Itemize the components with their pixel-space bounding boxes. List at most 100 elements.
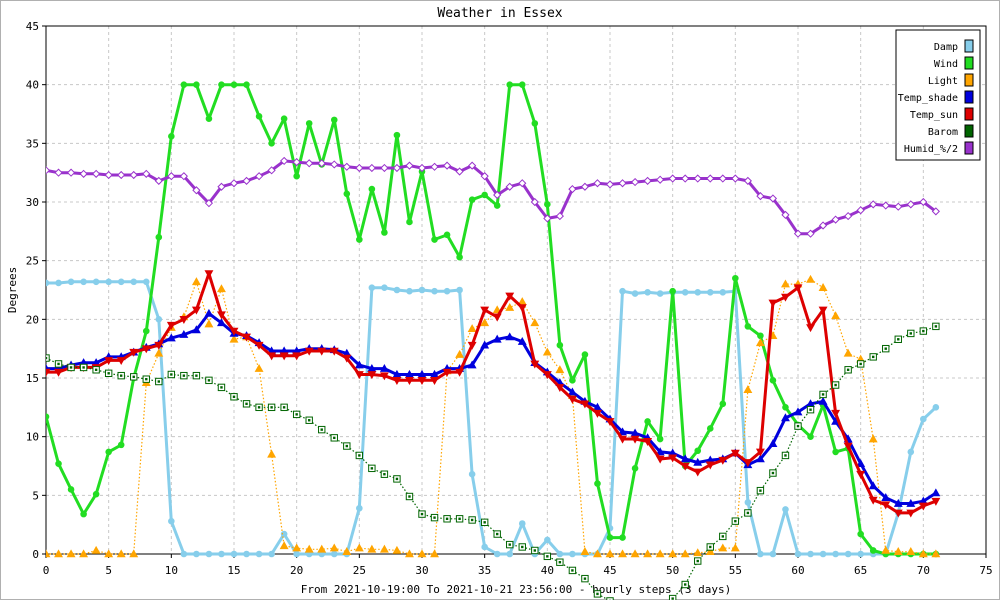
data-point-wind (105, 448, 112, 456)
data-point-damp (832, 550, 839, 558)
data-point-wind (744, 323, 752, 330)
data-point-barom (884, 347, 887, 350)
data-point-light (279, 541, 289, 550)
data-point-temp-sun (492, 313, 502, 322)
data-point-humid-2 (229, 179, 239, 188)
data-point-barom (408, 495, 411, 498)
data-point-barom (282, 406, 286, 409)
data-point-wind (832, 448, 839, 456)
data-point-wind (631, 465, 639, 472)
data-point-temp-sun (342, 354, 352, 363)
legend-label-temp-shade: Temp_shade (898, 93, 958, 104)
data-point-humid-2 (530, 197, 539, 207)
data-point-light (718, 543, 728, 552)
data-point-barom (46, 354, 50, 362)
data-point-light (304, 544, 314, 553)
x-tick-label: 40 (541, 564, 554, 577)
data-point-barom (821, 393, 825, 396)
data-point-humid-2 (493, 190, 502, 200)
data-point-temp-shade (818, 396, 828, 405)
data-point-temp-sun (354, 371, 364, 380)
data-point-temp-sun (555, 384, 565, 393)
data-point-damp (694, 289, 702, 296)
data-point-wind (155, 233, 163, 241)
data-point-humid-2 (656, 175, 665, 184)
data-point-damp (569, 550, 576, 558)
data-point-temp-shade (505, 332, 515, 341)
data-point-damp (631, 290, 639, 297)
data-point-wind (243, 81, 250, 88)
data-point-wind (669, 287, 676, 295)
data-point-temp-sun (367, 371, 377, 380)
data-point-temp-sun (392, 377, 402, 385)
data-point-wind (719, 400, 727, 408)
data-point-barom (846, 368, 850, 371)
data-point-temp-sun (755, 448, 765, 457)
data-point-temp-sun (505, 292, 515, 301)
data-point-light (79, 549, 89, 558)
x-tick-label: 30 (415, 564, 428, 577)
data-point-damp (443, 287, 451, 295)
data-point-damp (193, 550, 200, 558)
data-point-temp-sun (781, 293, 790, 302)
data-point-humid-2 (380, 163, 389, 173)
data-point-barom (759, 489, 762, 492)
data-point-light (379, 544, 389, 553)
data-point-temp-sun (680, 462, 690, 471)
data-point-temp-shade (179, 329, 189, 338)
data-point-damp (468, 470, 476, 478)
data-point-humid-2 (543, 214, 552, 223)
data-point-damp (130, 278, 138, 286)
data-point-barom (120, 374, 123, 377)
data-point-wind (55, 460, 62, 467)
data-point-light (781, 279, 790, 288)
data-point-light (868, 434, 878, 443)
series-barom (46, 322, 940, 600)
data-point-humid-2 (706, 174, 715, 183)
data-point-humid-2 (693, 174, 702, 183)
data-point-temp-sun (868, 496, 878, 505)
data-point-humid-2 (781, 210, 790, 220)
x-tick-label: 65 (854, 564, 867, 577)
data-point-light (618, 549, 627, 558)
y-tick-label: 30 (26, 196, 39, 209)
grid-lines (46, 26, 986, 554)
data-point-temp-sun (593, 409, 602, 418)
data-point-barom (46, 356, 48, 360)
data-point-damp (719, 289, 727, 296)
data-point-barom (496, 532, 499, 536)
data-point-wind (468, 196, 476, 203)
data-point-wind (493, 202, 501, 209)
data-point-barom (82, 366, 85, 369)
legend-swatch-barom (964, 124, 974, 138)
data-point-humid-2 (455, 167, 464, 176)
x-tick-label: 15 (227, 564, 240, 577)
data-point-barom (207, 379, 211, 382)
data-point-damp (67, 278, 75, 286)
data-point-humid-2 (568, 184, 577, 194)
y-tick-label: 10 (26, 431, 39, 444)
data-point-damp (55, 279, 62, 287)
data-point-barom (546, 555, 549, 558)
data-point-barom (784, 454, 787, 457)
data-point-wind (656, 435, 664, 443)
data-point-damp (92, 278, 100, 286)
data-point-damp (782, 506, 789, 513)
chart-title: Weather in Essex (437, 6, 562, 21)
data-point-barom (771, 471, 775, 475)
data-point-temp-sun (204, 270, 214, 279)
data-point-light (354, 543, 364, 552)
data-point-light (593, 549, 602, 558)
data-point-humid-2 (743, 176, 752, 185)
data-point-wind (443, 231, 451, 239)
data-point-light (893, 547, 903, 555)
data-point-humid-2 (806, 229, 815, 238)
data-point-barom (709, 545, 712, 549)
data-point-barom (671, 597, 674, 600)
data-point-barom (94, 368, 98, 371)
data-point-humid-2 (179, 172, 188, 181)
data-point-humid-2 (154, 176, 163, 185)
legend-swatch-wind (964, 56, 974, 70)
x-tick-label: 60 (791, 564, 804, 577)
